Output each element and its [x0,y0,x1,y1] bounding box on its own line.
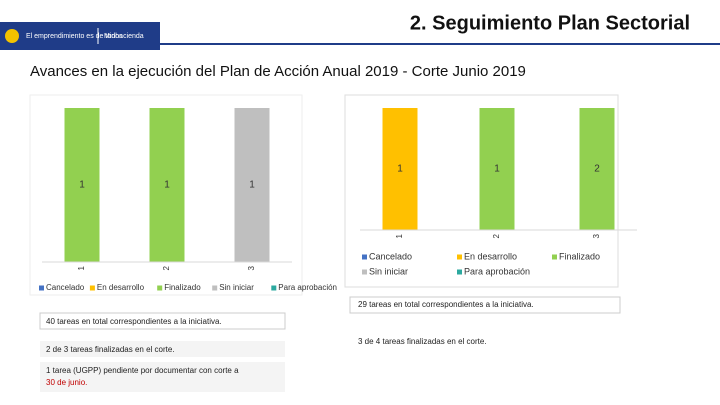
legend-swatch [362,254,367,260]
note-box [349,296,621,314]
legend-swatch [212,285,218,291]
bar [579,108,615,230]
note: 2 de 3 tareas finalizadas en el corte. [46,345,175,354]
legend-label: Cancelado [46,283,85,292]
legend-label: Finalizado [164,283,201,292]
note-box [40,362,285,392]
logo-ministry: Minhacienda [104,33,144,40]
note: 29 tareas en total correspondientes a la… [358,300,534,309]
x-tick-label: 1 [395,233,404,238]
note: 40 tareas en total correspondientes a la… [46,317,222,326]
legend-swatch [39,285,44,291]
x-tick-label: 2 [492,233,501,238]
legend-swatch [552,254,557,260]
legend-label: Sin iniciar [219,283,254,292]
legend-label: Para aprobación [278,283,337,292]
logo-shield [5,29,19,43]
note-box [40,341,285,357]
legend-label: Sin iniciar [369,266,408,276]
note: 3 de 4 tareas finalizadas en el corte. [358,337,487,346]
data-label: 1 [79,180,85,191]
data-label: 1 [249,180,255,191]
bar [382,108,418,230]
note-highlight: 30 de junio. [46,378,87,387]
subtitle: Avances en la ejecución del Plan de Acci… [30,63,526,80]
x-tick-label: 2 [162,265,171,270]
legend-label: Para aprobación [464,266,530,276]
legend-swatch [157,285,163,291]
note-box [39,312,286,330]
legend-swatch [457,269,462,275]
legend-label: Cancelado [369,251,412,261]
slide-title: 2. Seguimiento Plan Sectorial [410,12,690,34]
data-label: 1 [164,180,170,191]
legend-swatch [457,254,462,260]
legend-label: En desarrollo [464,251,517,261]
legend-swatch [362,269,367,275]
legend-swatch [89,285,95,291]
x-tick-label: 3 [247,265,256,270]
bar [479,108,515,230]
data-label: 2 [594,164,600,175]
bar [234,108,270,262]
chart-frame [29,94,303,296]
data-label: 1 [494,164,500,175]
logo-bg [0,22,160,50]
data-label: 1 [397,164,403,175]
legend-swatch [271,285,277,291]
chart-frame [344,94,619,288]
x-tick-label: 1 [77,265,86,270]
legend-label: En desarrollo [97,283,145,292]
note: 1 tarea (UGPP) pendiente por documentar … [46,366,239,375]
bar [149,108,185,262]
bar [64,108,100,262]
legend-label: Finalizado [559,251,600,261]
logo-text: El emprendimiento es de todos [26,33,123,40]
x-tick-label: 3 [592,233,601,238]
